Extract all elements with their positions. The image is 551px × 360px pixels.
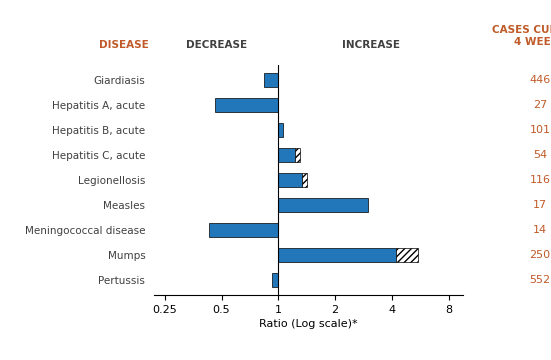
Text: INCREASE: INCREASE [342, 40, 399, 50]
Text: CASES CURRENT
4 WEEKS: CASES CURRENT 4 WEEKS [491, 25, 551, 47]
Text: 446: 446 [530, 75, 550, 85]
Bar [215, 98, 278, 112]
Text: 101: 101 [530, 125, 550, 135]
X-axis label: Ratio (Log scale)*: Ratio (Log scale)* [260, 319, 358, 329]
Bar [396, 248, 418, 262]
Text: 54: 54 [533, 150, 547, 160]
Bar [209, 223, 278, 237]
Bar [278, 173, 302, 187]
Bar [278, 198, 369, 212]
Bar [302, 173, 307, 187]
Text: 552: 552 [530, 275, 550, 285]
Text: 250: 250 [530, 250, 550, 260]
Text: 27: 27 [533, 100, 547, 110]
Bar [278, 248, 396, 262]
Bar [278, 123, 283, 137]
Bar [295, 148, 300, 162]
Bar [272, 273, 278, 287]
Text: 17: 17 [533, 200, 547, 210]
Bar [264, 73, 278, 87]
Text: DECREASE: DECREASE [186, 40, 247, 50]
Bar [278, 148, 295, 162]
Text: 14: 14 [533, 225, 547, 235]
Text: DISEASE: DISEASE [99, 40, 149, 50]
Text: 116: 116 [530, 175, 550, 185]
